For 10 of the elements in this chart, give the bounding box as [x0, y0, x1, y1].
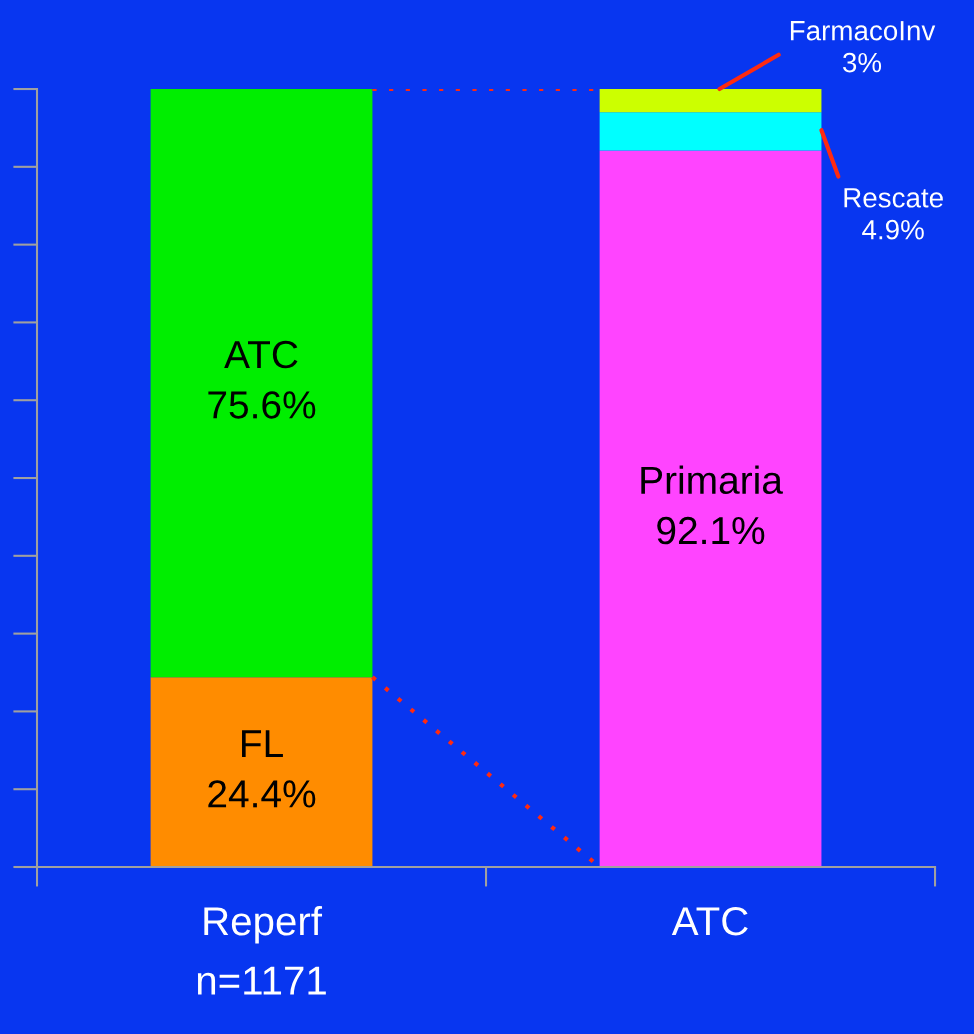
data-label: FL 24.4%: [208, 730, 316, 808]
text: FarmacoInv 3%: [790, 21, 936, 73]
bar: [150, 89, 373, 678]
data-label: Primaria 92.1%: [641, 465, 783, 545]
data-label: ATC 75.6%: [208, 340, 316, 419]
annotation: Rescate 4.9%: [844, 188, 943, 240]
bar: [599, 89, 822, 113]
x-tick-label: Reperf n=1171: [197, 905, 326, 995]
bar: [599, 150, 822, 868]
x-tick-label: ATC: [671, 906, 748, 936]
